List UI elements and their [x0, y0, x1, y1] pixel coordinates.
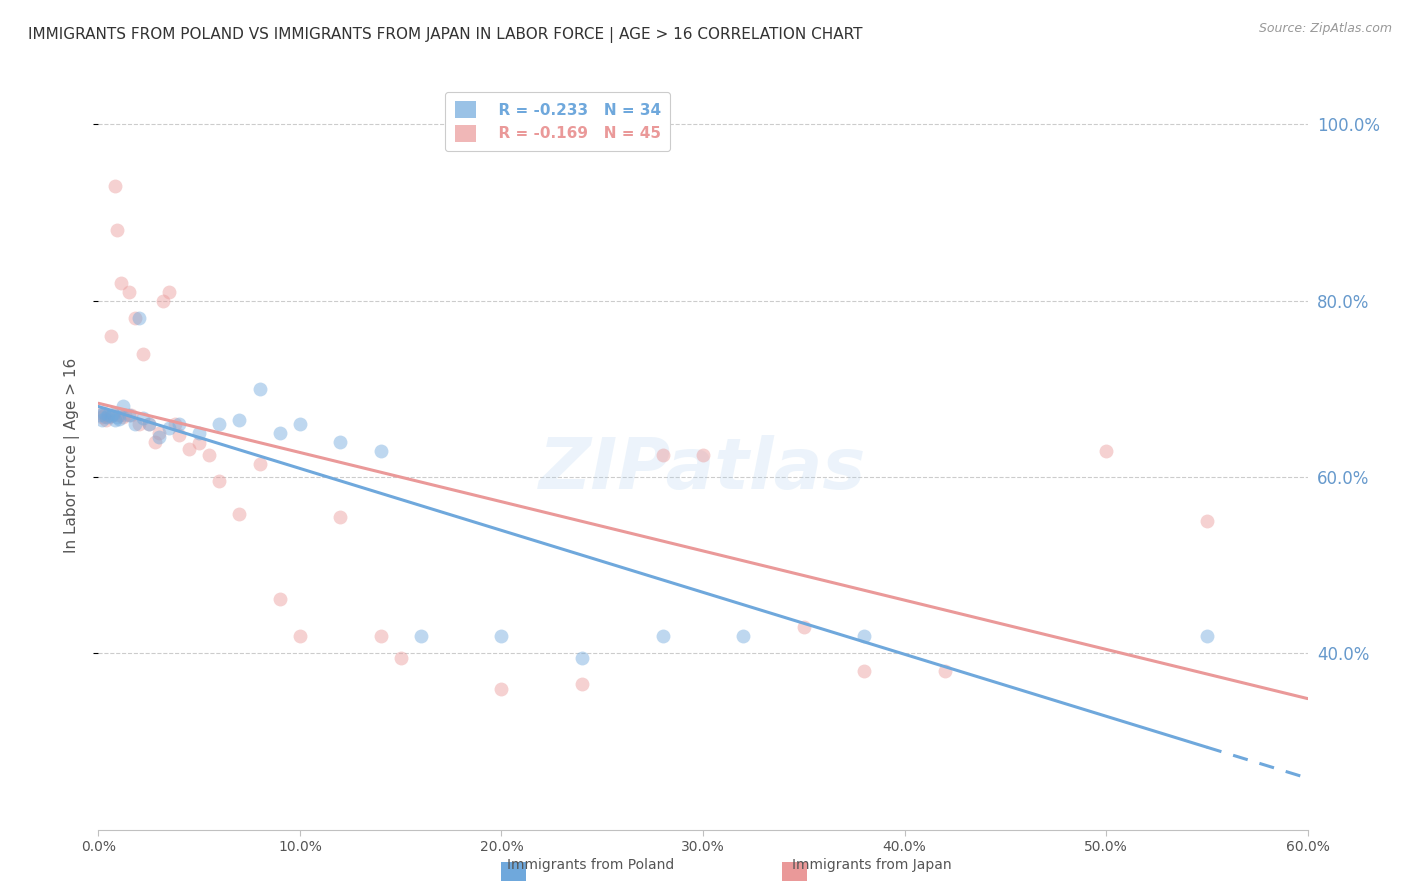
Point	[93, 409, 115, 423]
Point	[111, 400, 134, 414]
Point	[93, 407, 115, 421]
Point	[1095, 443, 1118, 458]
Point	[118, 285, 141, 299]
Point	[118, 409, 141, 423]
Point	[491, 629, 513, 643]
Point	[853, 629, 876, 643]
Point	[148, 430, 170, 444]
Point	[409, 629, 432, 643]
Point	[143, 434, 166, 449]
Point	[132, 410, 155, 425]
Point	[651, 629, 673, 643]
Point	[148, 425, 170, 440]
Point	[651, 448, 673, 462]
Point	[733, 629, 755, 643]
Point	[370, 629, 392, 643]
Point	[157, 285, 180, 299]
Point	[110, 276, 132, 290]
Point	[103, 412, 125, 426]
Point	[288, 629, 311, 643]
Point	[228, 412, 250, 426]
Point	[249, 382, 271, 396]
Point	[105, 223, 128, 237]
Point	[100, 409, 122, 424]
Point	[152, 293, 174, 308]
Point	[389, 650, 412, 665]
Point	[208, 417, 231, 431]
Point	[249, 457, 271, 471]
Point	[107, 409, 129, 423]
Point	[96, 412, 118, 426]
Point	[1195, 514, 1218, 528]
Point	[96, 410, 118, 425]
Point	[329, 434, 352, 449]
Point	[91, 410, 114, 425]
Point	[188, 436, 211, 450]
Point	[124, 311, 146, 326]
Point	[124, 417, 146, 431]
Point	[288, 417, 311, 431]
Point	[111, 410, 134, 425]
Point	[269, 591, 291, 606]
Point	[167, 417, 190, 431]
Point	[138, 417, 160, 431]
Point	[370, 443, 392, 458]
Point	[128, 311, 150, 326]
Point	[188, 425, 211, 440]
Point	[228, 507, 250, 521]
Text: Source: ZipAtlas.com: Source: ZipAtlas.com	[1258, 22, 1392, 36]
Point	[269, 425, 291, 440]
Point	[114, 409, 136, 423]
Text: Immigrants from Japan: Immigrants from Japan	[792, 858, 952, 872]
Point	[179, 442, 201, 456]
Point	[128, 417, 150, 431]
Point	[101, 409, 124, 423]
Text: Immigrants from Poland: Immigrants from Poland	[508, 858, 673, 872]
Point	[793, 620, 815, 634]
Point	[571, 650, 593, 665]
Point	[103, 179, 125, 194]
Point	[853, 664, 876, 678]
Point	[101, 408, 124, 422]
Point	[97, 410, 120, 425]
Point	[1195, 629, 1218, 643]
Point	[105, 410, 128, 425]
Point	[132, 346, 155, 360]
Point	[91, 412, 114, 426]
Text: ZIPatlas: ZIPatlas	[540, 435, 866, 504]
Point	[100, 329, 122, 343]
Point	[167, 427, 190, 442]
Y-axis label: In Labor Force | Age > 16: In Labor Force | Age > 16	[63, 358, 80, 552]
Point	[198, 448, 221, 462]
Point	[571, 677, 593, 691]
Point	[329, 509, 352, 524]
Point	[107, 411, 129, 425]
Point	[157, 421, 180, 435]
Point	[120, 409, 142, 423]
Legend:   R = -0.233   N = 34,   R = -0.169   N = 45: R = -0.233 N = 34, R = -0.169 N = 45	[446, 92, 671, 152]
Point	[97, 409, 120, 423]
Point	[163, 417, 186, 431]
Point	[692, 448, 714, 462]
Point	[208, 475, 231, 489]
Point	[138, 417, 160, 431]
Point	[89, 407, 111, 421]
Text: IMMIGRANTS FROM POLAND VS IMMIGRANTS FROM JAPAN IN LABOR FORCE | AGE > 16 CORREL: IMMIGRANTS FROM POLAND VS IMMIGRANTS FRO…	[28, 27, 863, 43]
Point	[934, 664, 956, 678]
Point	[491, 681, 513, 696]
Point	[89, 409, 111, 423]
